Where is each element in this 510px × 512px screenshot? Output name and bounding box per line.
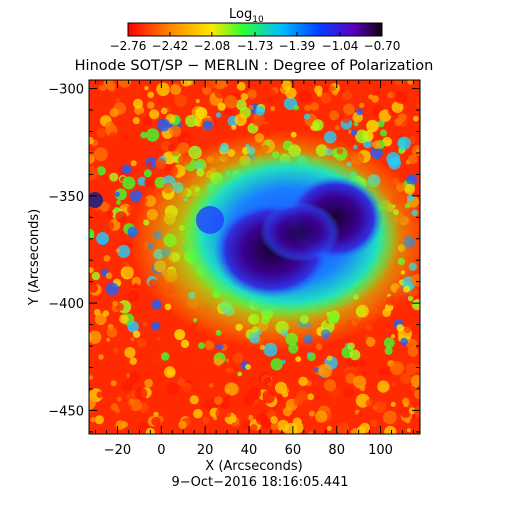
y-tick-label: −400: [48, 297, 84, 312]
x-axis-label: X (Arcseconds): [205, 459, 302, 474]
x-tick-label: 80: [328, 443, 345, 458]
x-tick-label: 0: [157, 443, 165, 458]
y-axis: −300 −350 −400 −450: [48, 83, 420, 433]
colorbar-tick-label: −2.76: [110, 39, 147, 53]
x-tick-label: 60: [285, 443, 302, 458]
y-axis-label: Y (Arcseconds): [27, 209, 42, 306]
x-tick-label: 100: [368, 443, 393, 458]
colorbar-tick-label: −0.70: [364, 39, 401, 53]
timestamp: 9−Oct−2016 18:16:05.441: [171, 475, 348, 490]
polarization-map: [89, 80, 420, 434]
y-tick-label: −350: [48, 190, 84, 205]
x-tick-label: 40: [241, 443, 258, 458]
colorbar: Log10 −2.76 −2.42 −2.08 −1.73 −1.39 −1.04 −0.7…: [110, 7, 401, 53]
chart-title: Hinode SOT/SP − MERLIN : Degree of Polar…: [75, 58, 434, 74]
colorbar-tick-label: −2.42: [152, 39, 189, 53]
colorbar-ticks: −2.76 −2.42 −2.08 −1.73 −1.39 −1.04 −0.70: [110, 32, 401, 53]
colorbar-tick-label: −1.04: [322, 39, 359, 53]
colorbar-tick-label: −2.08: [193, 39, 230, 53]
colorbar-title: Log10: [229, 7, 264, 25]
x-axis: −20 0 20 40 60 80 100: [95, 80, 414, 458]
x-tick-label: −20: [104, 443, 131, 458]
y-tick-label: −450: [48, 404, 84, 419]
colorbar-tick-label: −1.39: [279, 39, 316, 53]
x-tick-label: 20: [197, 443, 214, 458]
colorbar-tick-label: −1.73: [237, 39, 274, 53]
y-tick-label: −300: [48, 83, 84, 98]
plot-frame: [88, 79, 421, 435]
